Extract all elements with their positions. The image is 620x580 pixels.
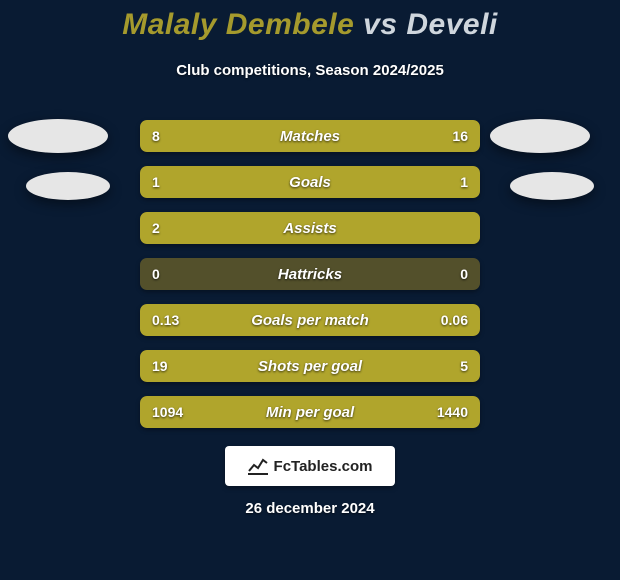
footer-date: 26 december 2024 [0, 500, 620, 517]
stats-rows: 816Matches 11Goals 2Assists 00Hattricks 0.13… [140, 120, 480, 442]
stat-label: Hattricks [140, 258, 480, 290]
title-player2: Develi [406, 8, 497, 41]
subtitle: Club competitions, Season 2024/2025 [0, 62, 620, 79]
stat-row: 2Assists [140, 212, 480, 244]
stat-row: 816Matches [140, 120, 480, 152]
avatar-p2-top [490, 119, 590, 153]
page-title: Malaly Dembele vs Develi [0, 8, 620, 42]
footer-logo-text: FcTables.com [274, 458, 373, 475]
stat-label: Goals [140, 166, 480, 198]
fctables-icon [248, 457, 268, 475]
title-vs: vs [354, 8, 406, 41]
avatar-p1-bot [26, 172, 110, 200]
footer-logo: FcTables.com [225, 446, 395, 486]
title-player1: Malaly Dembele [122, 8, 354, 41]
stat-label: Assists [140, 212, 480, 244]
stat-row: 10941440Min per goal [140, 396, 480, 428]
stat-row: 11Goals [140, 166, 480, 198]
avatar-p2-bot [510, 172, 594, 200]
stat-row: 00Hattricks [140, 258, 480, 290]
stat-label: Matches [140, 120, 480, 152]
stat-label: Shots per goal [140, 350, 480, 382]
avatar-p1-top [8, 119, 108, 153]
comparison-canvas: Malaly Dembele vs Develi Club competitio… [0, 0, 620, 580]
stat-label: Min per goal [140, 396, 480, 428]
stat-row: 195Shots per goal [140, 350, 480, 382]
stat-label: Goals per match [140, 304, 480, 336]
stat-row: 0.130.06Goals per match [140, 304, 480, 336]
